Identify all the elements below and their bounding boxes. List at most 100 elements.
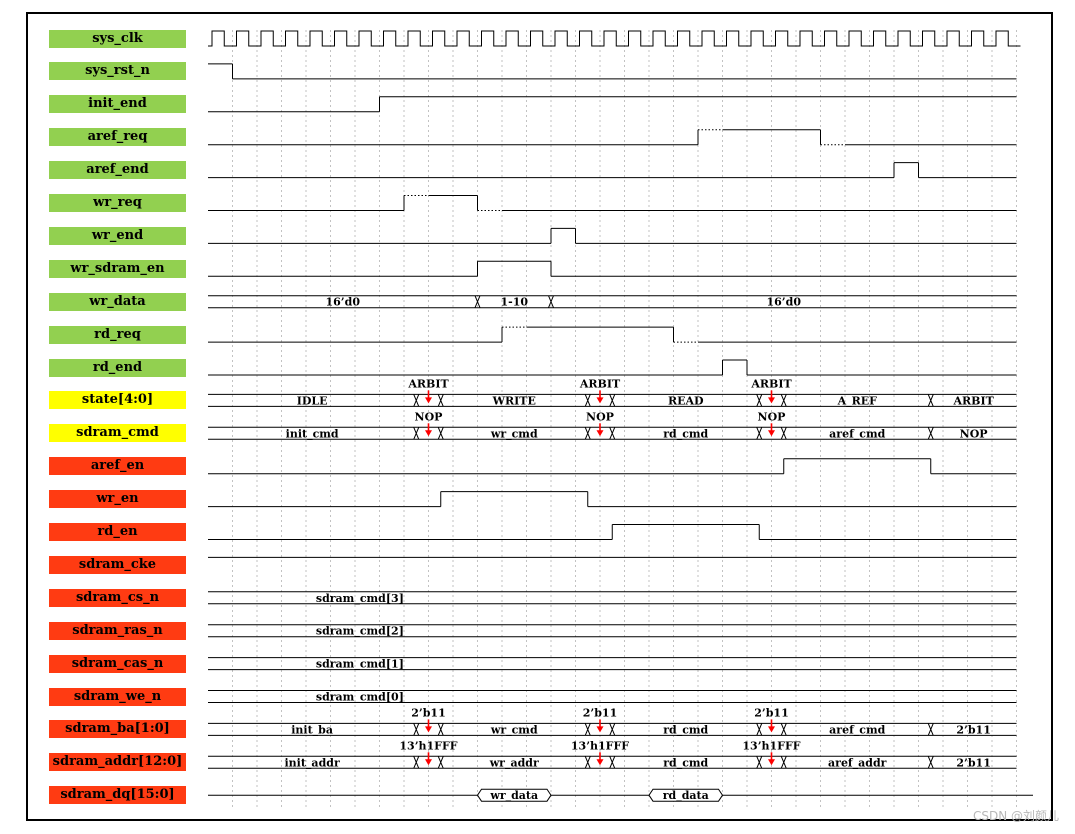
waveform-rd_req [208,326,1017,343]
sdram_cmd-marker-label: NOP [586,410,614,423]
red-arrowhead-icon [596,759,604,766]
sdram_ba-value: 2’b11 [956,723,990,736]
sdram_addr-transition [927,756,934,769]
sdram_cmd-transition [927,427,934,440]
red-arrowhead-icon [768,726,775,733]
state-marker-label: ARBIT [579,377,621,390]
wr_data-value: 16’d0 [767,296,802,309]
state-transition [609,394,616,407]
waveform-rd_end [208,359,1017,376]
red-arrowhead-icon [596,397,604,404]
waveform-sdram_we_n [208,690,1017,703]
waveform-aref_end [208,162,1017,179]
red-arrowhead-icon [425,430,432,437]
sdram_addr-transition [756,756,763,769]
state-value: ARBIT [952,394,994,407]
state-marker-label: ARBIT [750,377,792,390]
state-transition [927,394,934,407]
waveform-wr_en [208,491,1017,508]
wr_data-value: 1-10 [500,296,528,309]
sdram_addr-value: rd_cmd [663,756,708,770]
sdram_ba-value: init_ba [291,723,333,737]
state-value: WRITE [492,394,536,407]
waveform-wr_req [208,195,1017,211]
waveform-sdram_cmd [208,423,1017,440]
waveform-sdram_addr [208,752,1017,769]
sdram_cmd-value: rd_cmd [663,427,708,441]
sdram_dq-value: wr_data [489,789,538,803]
signal-label-sdram_cs_n: sdram_cs_n [49,588,186,607]
red-arrowhead-icon [596,726,604,733]
waveform-sdram_ba [208,719,1017,736]
sdram_cmd-marker-label: NOP [415,410,443,423]
sdram_addr-transition [413,756,420,769]
signal-label-aref_end: aref_end [49,161,186,180]
sdram_addr-marker-label: 13’h1FFF [571,739,629,752]
waveform-aref_req [208,129,1017,146]
wr_data-value: 16’d0 [326,296,361,309]
signal-label-state: state[4:0] [49,391,186,410]
sdram_addr-transition [780,756,787,769]
waveform-sdram_ras_n [208,624,1017,638]
sdram_cmd-transition [756,427,763,440]
state-transition [584,394,591,407]
sdram_addr-value: wr_addr [489,756,539,770]
signal-label-rd_end: rd_end [49,358,186,377]
waveform-wr_end [208,227,1017,244]
sdram_cmd-value: aref_cmd [829,427,885,441]
sdram_addr-transition [609,756,616,769]
state-transition [780,394,787,407]
sdram_addr-value: init_addr [285,756,340,770]
sdram_ba-transition [413,723,420,736]
sys-clk-wave [208,30,1021,47]
signal-label-wr_sdram_en: wr_sdram_en [49,259,186,278]
waveform-sys_rst_n [208,63,1017,80]
sdram_cmd-value: NOP [960,427,988,440]
state-value: READ [668,394,704,407]
signal-label-aref_req: aref_req [49,128,186,147]
signal-label-aref_en: aref_en [49,457,186,476]
signal-label-sys_clk: sys_clk [49,29,186,48]
waveform-sdram_cas_n [208,657,1017,671]
sdram_addr-value: 2’b11 [956,756,990,769]
sdram_cmd-marker-label: NOP [758,410,786,423]
signal-label-wr_req: wr_req [49,194,186,212]
red-arrowhead-icon [425,397,432,404]
signal-label-sdram_cke: sdram_cke [49,555,186,574]
signal-label-sdram_we_n: sdram_we_n [49,687,186,706]
sdram_addr-transition [437,756,444,769]
waveform-init_end [208,96,1017,113]
waveform-sys_clk [208,30,1021,47]
sdram_cmd-transition [413,427,420,440]
wr_data-transition [548,295,554,308]
red-arrowhead-icon [768,430,775,437]
sdram_cmd-transition [609,427,616,440]
signal-label-wr_end: wr_end [49,226,186,245]
signal-label-init_end: init_end [49,95,186,114]
signal-label-wr_data: wr_data [49,292,186,311]
sdram_ba-marker-label: 2’b11 [583,706,617,719]
sdram_cas_n-value: sdram_cmd[1] [316,658,404,672]
red-arrowhead-icon [768,397,775,404]
sdram_addr-value: aref_addr [828,756,887,770]
sdram_cmd-value: init_cmd [286,427,339,441]
sdram_ba-transition [437,723,444,736]
sdram_ba-transition [780,723,787,736]
sdram_cmd-transition [584,427,591,440]
signal-label-sys_rst_n: sys_rst_n [49,62,186,81]
sdram_ba-transition [584,723,591,736]
sdram_ba-value: wr_cmd [490,723,538,737]
watermark: CSDN @刘颜儿 [972,809,1059,823]
sdram_dq-value: rd_data [663,789,709,803]
waveform-rd_en [208,524,1017,540]
signal-label-sdram_cas_n: sdram_cas_n [49,654,186,673]
grid-lines [232,30,1017,810]
sdram_we_n-value: sdram_cmd[0] [316,691,404,705]
sdram_ba-transition [609,723,616,736]
sdram_ba-marker-label: 2’b11 [754,706,788,719]
signal-label-sdram_dq: sdram_dq[15:0] [49,786,186,805]
signal-label-sdram_cmd: sdram_cmd [49,424,186,443]
signal-label-wr_en: wr_en [49,490,186,509]
red-arrowhead-icon [425,726,432,733]
